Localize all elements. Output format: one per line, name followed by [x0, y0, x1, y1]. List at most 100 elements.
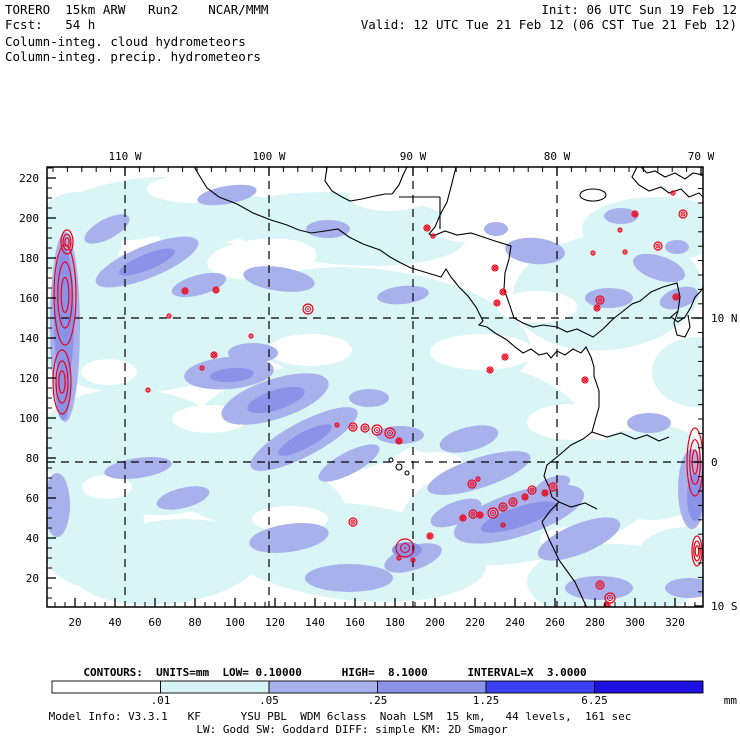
precip-contour-cell	[597, 582, 603, 588]
precip-contour-cell	[622, 249, 628, 255]
cloud-shading-blob	[652, 337, 703, 407]
precip-contour-layer	[52, 190, 703, 607]
precip-contour-cell	[428, 534, 432, 538]
axis-tick-label: 20	[68, 616, 81, 629]
precip-contour-cell	[469, 481, 475, 487]
axis-tick-label: 90 W	[400, 150, 427, 163]
precip-contour-cell	[302, 303, 314, 315]
colorbar-tick-label: .25	[368, 694, 388, 707]
model-title: TORERO 15km ARW Run2 NCAR/MMM	[5, 2, 268, 17]
precip-contour-cell	[348, 422, 358, 432]
precip-contour-cell	[501, 290, 505, 294]
precip-contour-cell	[462, 517, 464, 519]
precip-contour-cell	[502, 524, 504, 526]
precip-contour-cell	[487, 507, 499, 519]
precip-contour-cell	[672, 293, 680, 301]
cloud-shading-blob	[82, 475, 132, 499]
precip-contour-cell	[543, 491, 547, 495]
precip-contour-band	[691, 535, 703, 567]
precip-contour-cell	[305, 306, 311, 312]
precip-contour-cell	[212, 353, 216, 357]
precip-contour-cell	[653, 241, 663, 251]
axis-tick-label: 20	[26, 572, 39, 585]
precip-contour-cell	[398, 557, 400, 559]
colorbar-segment	[485, 680, 595, 694]
precip-contour-cell	[593, 304, 601, 312]
cloud-shading-blob	[305, 564, 393, 592]
precip-contour-band	[52, 349, 72, 415]
precip-contour-cell	[490, 510, 496, 516]
precip-contour-cell	[397, 439, 401, 443]
precip-contour-cell	[541, 489, 549, 497]
precip-contour-cell	[595, 580, 605, 590]
latlon-gridlines	[47, 167, 703, 607]
cloud-shading-blob	[430, 498, 482, 528]
coastline-path	[673, 310, 691, 338]
precip-contour-cell	[389, 432, 391, 434]
precip-contour-cell	[396, 555, 402, 561]
precip-contour-cell	[502, 291, 504, 293]
precip-contour-cell	[595, 295, 605, 305]
cloud-shading-blob	[268, 334, 352, 366]
axis-tick-label: 300	[625, 616, 645, 629]
island-outline	[579, 188, 607, 202]
precip-contour-cell	[499, 288, 507, 296]
cloud-shading-blob	[47, 473, 70, 537]
precip-contour-cell	[350, 519, 356, 525]
colorbar-tick-label: 1.25	[473, 694, 500, 707]
coastline-path	[428, 230, 703, 338]
precip-contour-cell	[147, 389, 149, 391]
cloud-shading-blob	[582, 197, 703, 261]
precip-contour-cell	[583, 378, 587, 382]
precip-contour-cell	[376, 429, 378, 431]
cloud-shading-blob	[537, 517, 621, 561]
precip-contour-cell	[503, 355, 507, 359]
precip-contour-cell	[491, 264, 499, 272]
precip-contour-cell	[500, 504, 506, 510]
precip-contour-cell	[521, 493, 529, 501]
precip-contour-cell	[477, 478, 479, 480]
precip-contour-cell	[250, 335, 252, 337]
precip-contour-cell	[404, 547, 406, 549]
axis-labels: 110 W 100 W 90 W 80 W 70 W 20 40 60 80 100 120 140 1…	[19, 150, 737, 629]
precip-contour-cell	[599, 584, 601, 586]
colorbar-tick-label: .01	[151, 694, 171, 707]
axis-tick-label: 10 S	[711, 600, 738, 613]
precip-contour-cell	[426, 227, 428, 229]
axis-tick-label: 110 W	[108, 150, 141, 163]
precip-contour-cell	[472, 513, 474, 515]
island-outline	[631, 167, 703, 198]
precip-contour-cell	[362, 425, 368, 431]
model-info-line1: Model Info: V3.3.1 KF YSU PBL WDM 6class…	[49, 710, 632, 723]
colorbar-segment	[377, 680, 487, 694]
precip-contour-cell	[350, 424, 356, 430]
precip-contour-cell	[213, 354, 215, 356]
island-outline	[388, 457, 394, 463]
precip-contour-cell	[471, 483, 473, 485]
axis-tick-label: 40	[108, 616, 121, 629]
precip-contour-cell	[502, 506, 504, 508]
precip-contour-cell	[166, 313, 172, 319]
colorbar-segment	[594, 680, 704, 694]
precip-contour-cell	[498, 502, 508, 512]
cloud-shading-blob	[306, 220, 350, 238]
precip-contour-cell	[512, 501, 514, 503]
precip-contour-cell	[597, 297, 603, 303]
cloud-shading-blob	[665, 240, 689, 254]
precip-contour-cell	[168, 315, 170, 317]
axis-tick-label: 100	[225, 616, 245, 629]
precip-contour-cell	[524, 496, 526, 498]
precip-contour-band	[62, 233, 72, 251]
precip-contour-cell	[595, 306, 599, 310]
precip-contour-cell	[470, 511, 476, 517]
precip-contour-cell	[201, 367, 203, 369]
precip-contour-cell	[607, 595, 613, 601]
precip-contour-cell	[387, 430, 393, 436]
precip-contour-cell	[609, 597, 611, 599]
colorbar-segment	[51, 680, 161, 694]
precip-contour-cell	[432, 235, 434, 237]
axis-tick-label: 260	[545, 616, 565, 629]
precip-contour-cell	[527, 485, 537, 495]
precip-contour-cell	[603, 601, 611, 607]
